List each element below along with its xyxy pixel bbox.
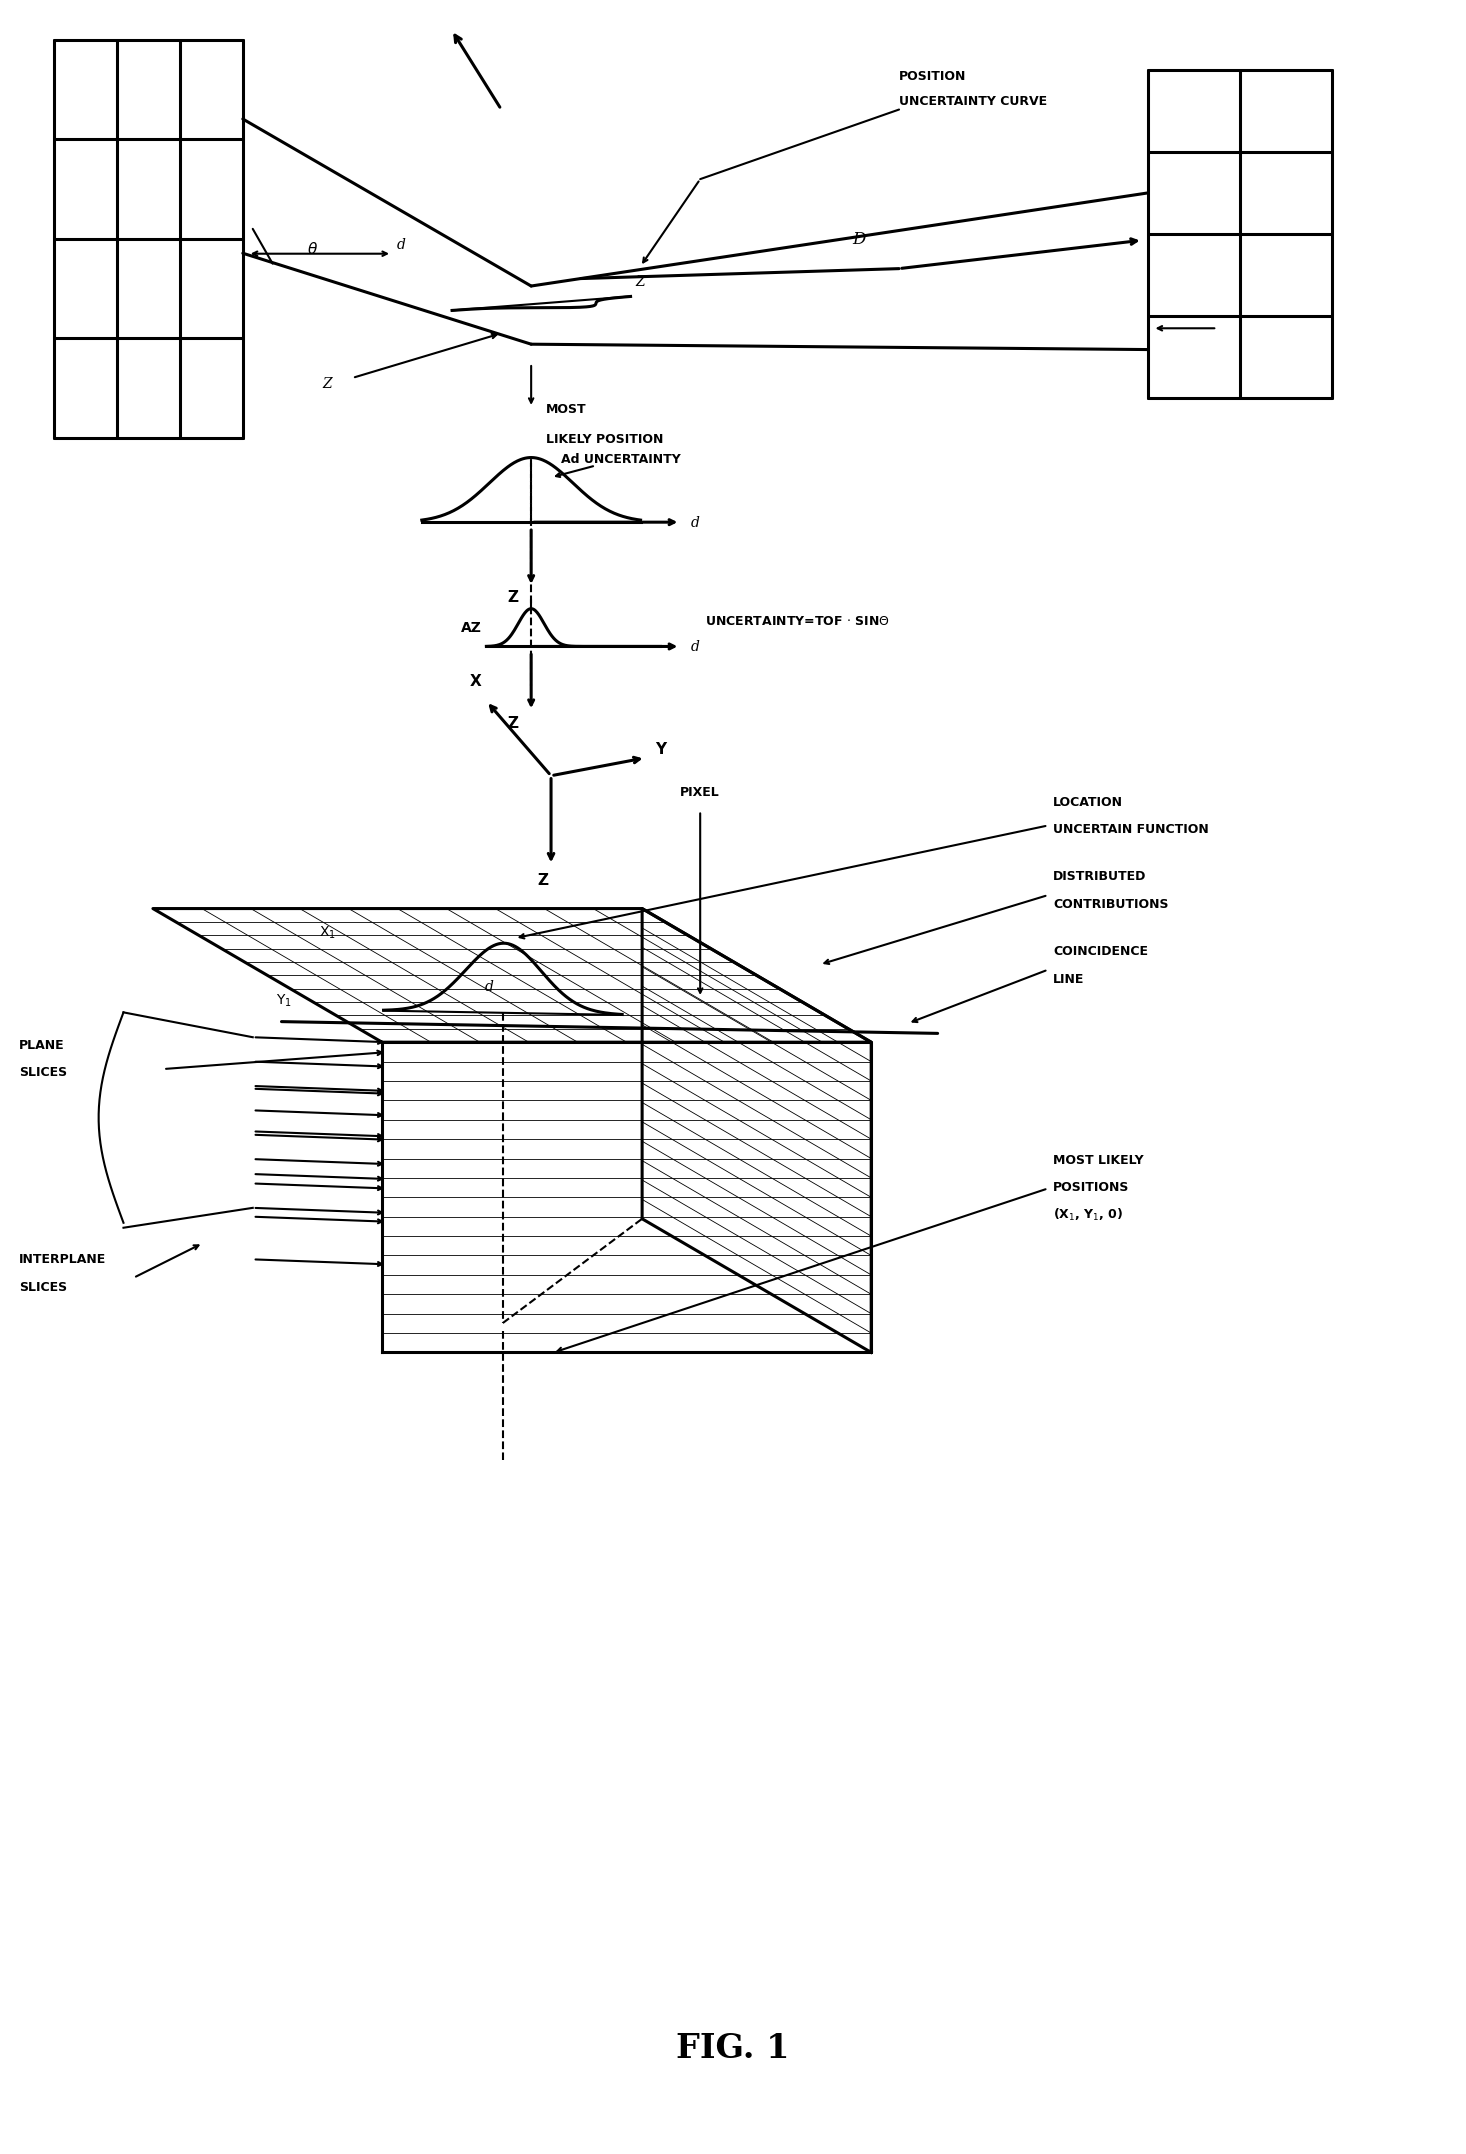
Text: (X$_1$, Y$_1$, 0): (X$_1$, Y$_1$, 0) (1053, 1206, 1123, 1223)
Text: Z: Z (507, 590, 519, 605)
Text: PLANE: PLANE (19, 1038, 65, 1051)
Text: Ad UNCERTAINTY: Ad UNCERTAINTY (561, 452, 680, 465)
Text: COINCIDENCE: COINCIDENCE (1053, 946, 1148, 959)
Text: Z: Z (507, 715, 519, 730)
Text: X$_1$: X$_1$ (320, 924, 336, 941)
Text: MOST: MOST (545, 403, 586, 416)
Text: LIKELY POSITION: LIKELY POSITION (545, 433, 664, 446)
Text: CONTRIBUTIONS: CONTRIBUTIONS (1053, 898, 1168, 911)
Text: d: d (690, 517, 699, 530)
Text: LOCATION: LOCATION (1053, 795, 1123, 808)
Text: d: d (485, 980, 494, 993)
Text: SLICES: SLICES (19, 1066, 67, 1079)
Text: d: d (397, 237, 406, 252)
Text: D: D (853, 230, 866, 248)
Text: $\theta$: $\theta$ (306, 241, 318, 256)
Text: SLICES: SLICES (19, 1282, 67, 1295)
Text: AZ: AZ (460, 620, 481, 635)
Text: Y$_1$: Y$_1$ (276, 993, 292, 1010)
Text: PIXEL: PIXEL (680, 786, 720, 799)
Text: UNCERTAINTY CURVE: UNCERTAINTY CURVE (899, 95, 1047, 108)
Text: Y: Y (655, 741, 667, 756)
Text: UNCERTAIN FUNCTION: UNCERTAIN FUNCTION (1053, 823, 1209, 836)
Text: FIG. 1: FIG. 1 (676, 2031, 790, 2066)
Text: d: d (690, 640, 699, 655)
Text: Z: Z (538, 872, 548, 887)
Text: INTERPLANE: INTERPLANE (19, 1254, 107, 1267)
Text: POSITIONS: POSITIONS (1053, 1180, 1129, 1193)
Text: Z: Z (635, 276, 645, 289)
Text: Z: Z (323, 377, 331, 390)
Text: DISTRIBUTED: DISTRIBUTED (1053, 870, 1146, 883)
Text: LINE: LINE (1053, 974, 1085, 987)
Text: X: X (469, 674, 481, 689)
Text: MOST LIKELY: MOST LIKELY (1053, 1155, 1143, 1167)
Text: UNCERTAINTY=TOF $\cdot$ SIN$\Theta$: UNCERTAINTY=TOF $\cdot$ SIN$\Theta$ (705, 614, 890, 627)
Text: POSITION: POSITION (899, 69, 966, 82)
